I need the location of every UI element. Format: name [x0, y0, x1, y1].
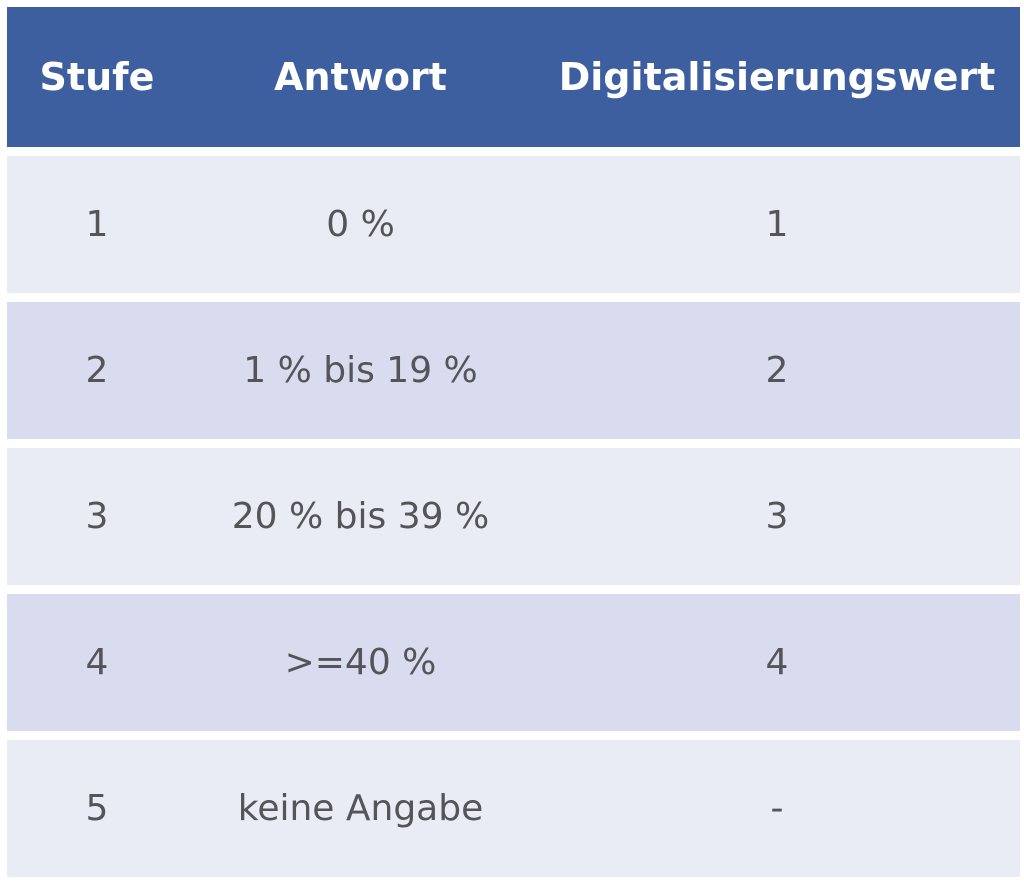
cell-digitalisierungswert: 4 [765, 642, 789, 683]
cell-digitalisierungswert: 2 [765, 350, 789, 391]
cell-stufe: 3 [85, 496, 109, 537]
table-row: 2 1 % bis 19 % 2 [7, 302, 1020, 439]
cell-antwort: keine Angabe [237, 788, 484, 829]
header-digitalisierungswert: Digitalisierungswert [558, 55, 996, 99]
table-header-row: Stufe Antwort Digitalisierungswert [7, 7, 1020, 147]
cell-digitalisierungswert: 1 [765, 204, 789, 245]
cell-antwort: 1 % bis 19 % [243, 350, 478, 391]
data-table: Stufe Antwort Digitalisierungswert 1 0 %… [7, 7, 1020, 877]
cell-antwort: 0 % [326, 204, 395, 245]
header-stufe: Stufe [39, 55, 155, 99]
table-row: 3 20 % bis 39 % 3 [7, 448, 1020, 585]
cell-stufe: 5 [85, 788, 109, 829]
header-antwort: Antwort [274, 55, 447, 99]
table-row: 5 keine Angabe - [7, 740, 1020, 877]
cell-antwort: 20 % bis 39 % [231, 496, 490, 537]
cell-stufe: 4 [85, 642, 109, 683]
table-row: 4 >=40 % 4 [7, 594, 1020, 731]
cell-antwort: >=40 % [284, 642, 437, 683]
cell-digitalisierungswert: 3 [765, 496, 789, 537]
table-row: 1 0 % 1 [7, 156, 1020, 293]
cell-stufe: 1 [85, 204, 109, 245]
cell-stufe: 2 [85, 350, 109, 391]
cell-digitalisierungswert: - [770, 788, 784, 829]
